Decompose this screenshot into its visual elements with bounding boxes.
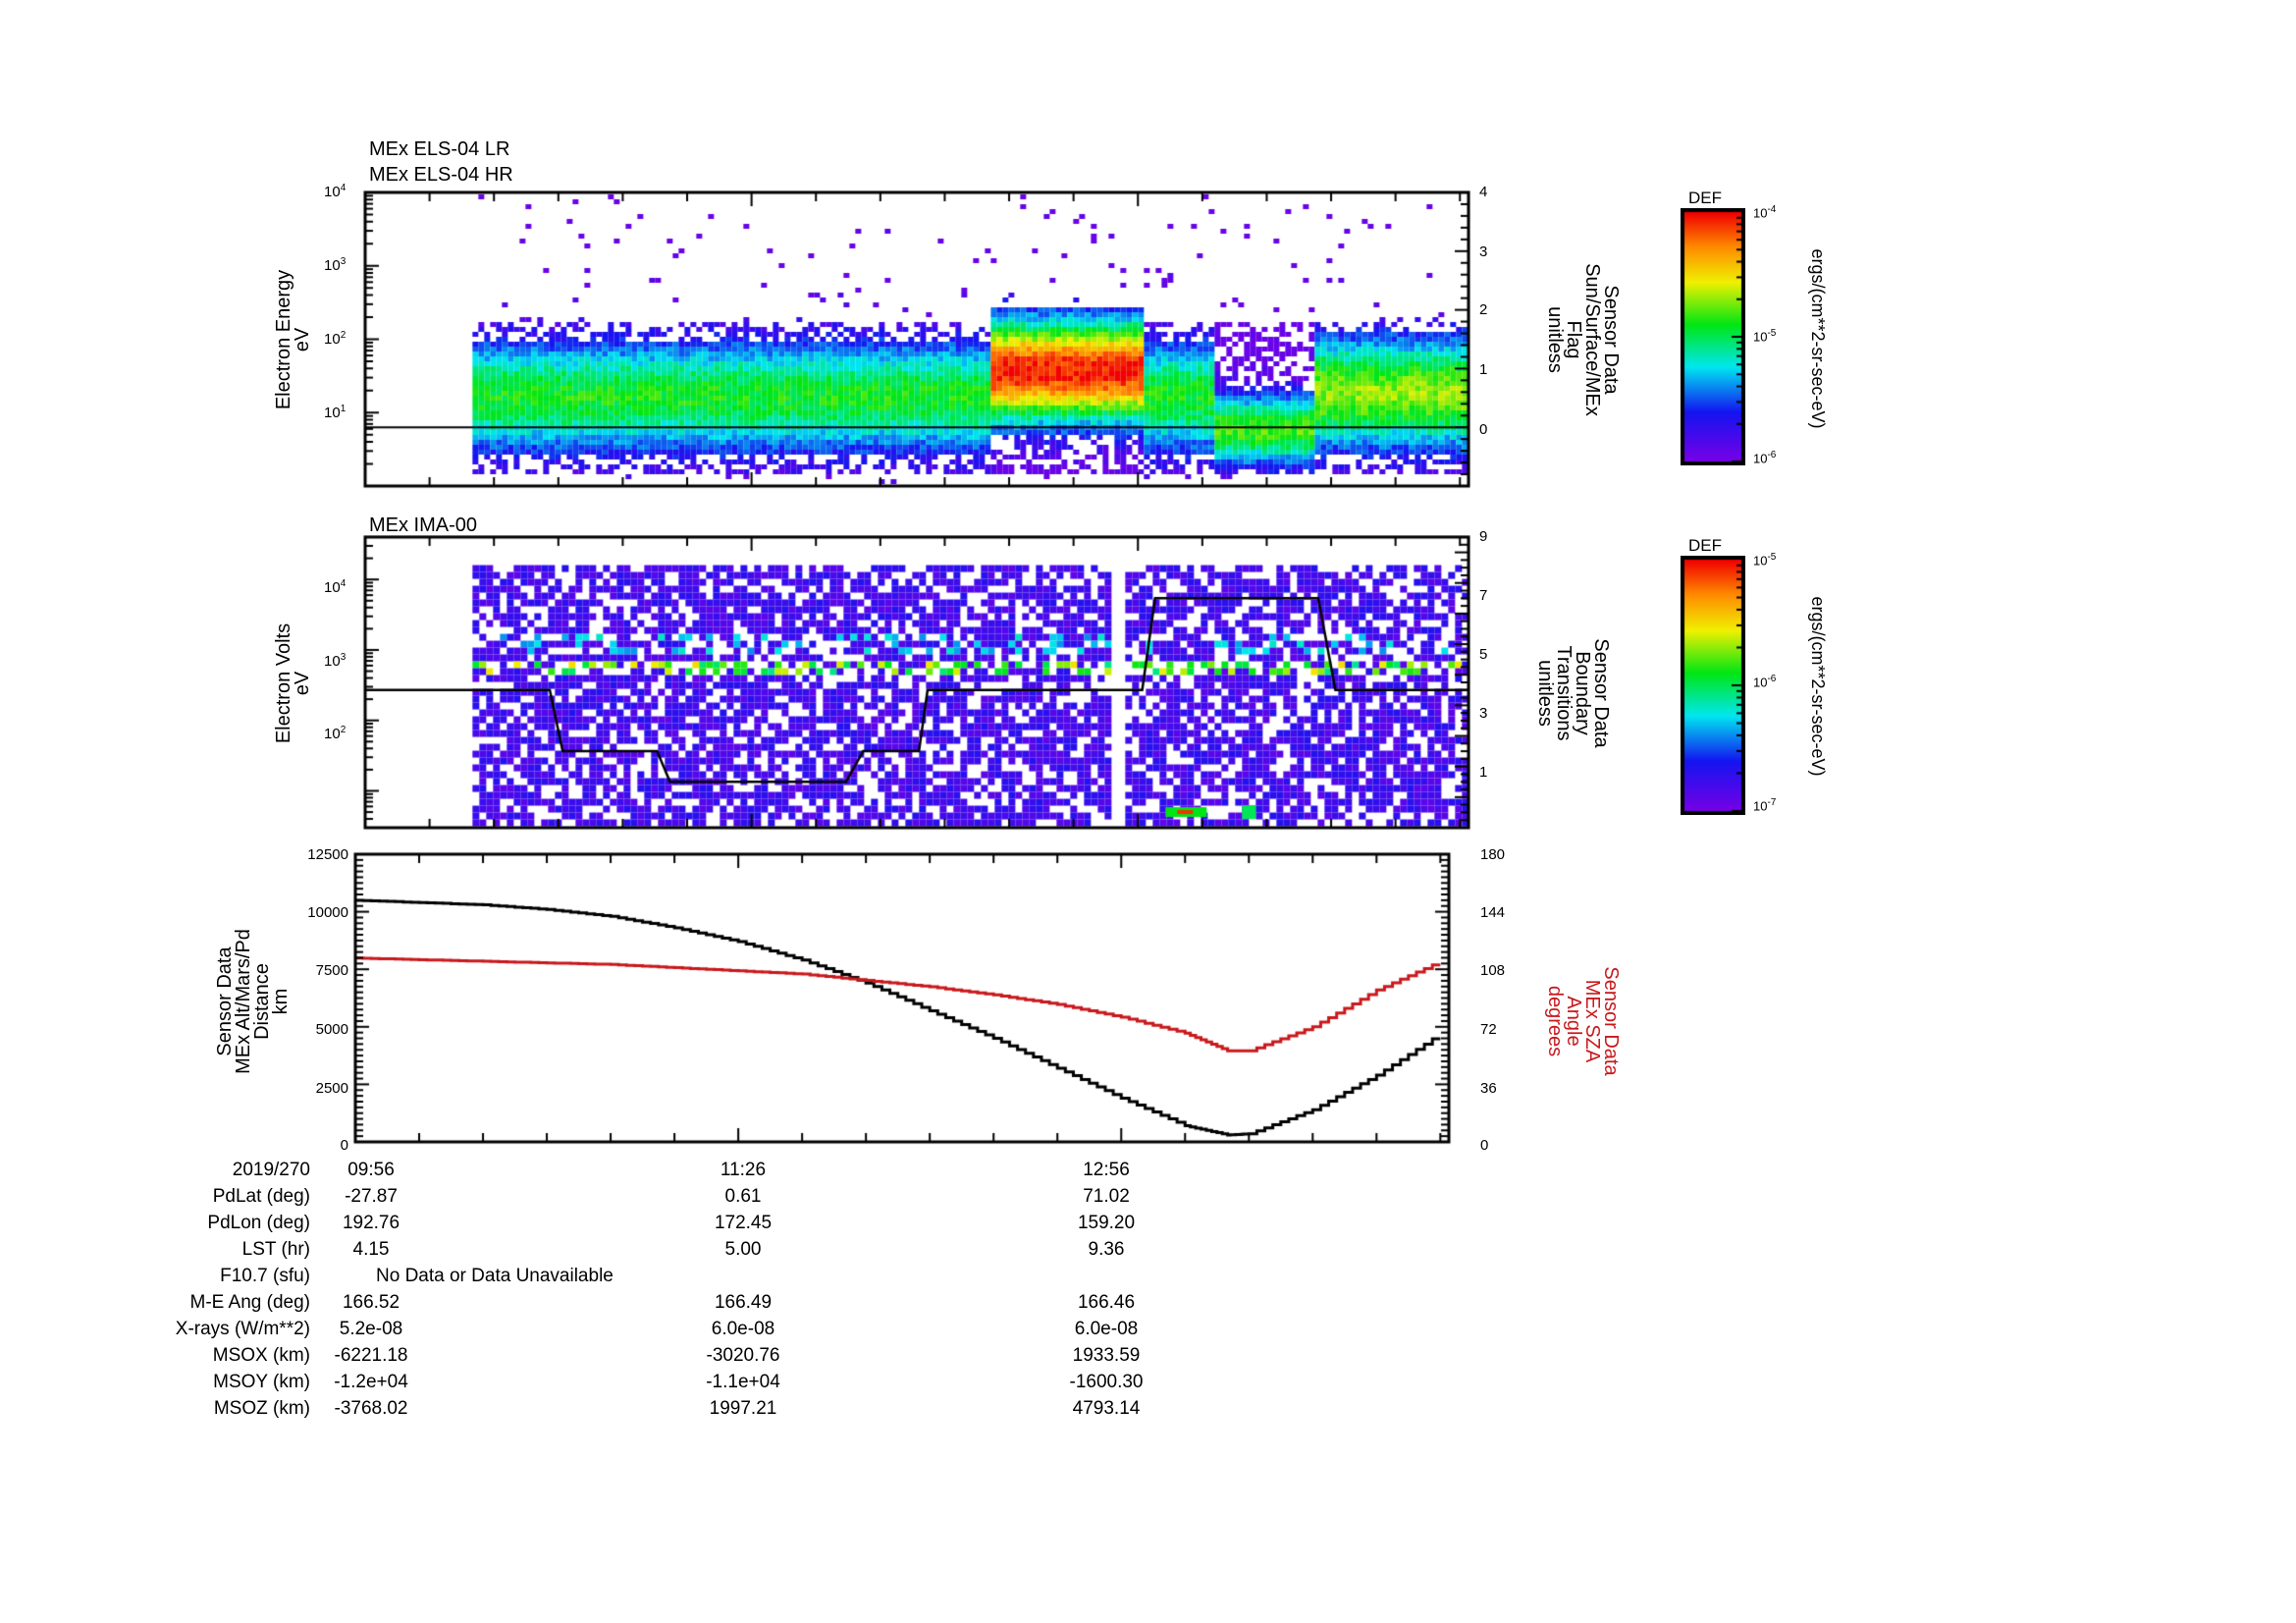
orbit-ltick-5000: 5000 — [315, 1021, 348, 1038]
info-row-label: PdLon (deg) — [207, 1213, 310, 1233]
ima-cbar-mid-label: 10-6 — [1753, 674, 1777, 690]
info-row-label: F10.7 (sfu) — [220, 1266, 310, 1286]
info-row-value: 71.02 — [1083, 1186, 1130, 1207]
orbit-ltick-7500: 7500 — [315, 962, 348, 979]
info-row-label: MSOX (km) — [212, 1345, 310, 1366]
info-row-value: 0.61 — [724, 1186, 762, 1207]
info-row-value: 1997.21 — [709, 1398, 777, 1419]
ima-cbar-bottom-label: 10-7 — [1753, 797, 1777, 814]
els-spectrogram — [361, 190, 1470, 489]
info-row-value: 9.36 — [1088, 1239, 1125, 1260]
ima-y-axis-label: Electron Volts eV — [273, 622, 313, 744]
info-row-value: 166.46 — [1077, 1292, 1136, 1313]
els-title-line1: MEx ELS-04 LR — [369, 138, 510, 160]
els-cbar-bottom-label: 10-6 — [1753, 450, 1777, 466]
orbit-ltick-12500: 12500 — [307, 846, 348, 863]
els-cbar-unit: ergs/(cm**2-sr-sec-eV) — [1808, 248, 1828, 429]
els-y-axis-label: Electron Energy eV — [273, 269, 313, 410]
orbit-rtick-144: 144 — [1480, 904, 1506, 921]
info-row-value: -1.1e+04 — [706, 1372, 780, 1392]
orbit-ltick-2500: 2500 — [315, 1080, 348, 1097]
orbit-right-axis-label: Sensor Data MEx SZA Angle degrees — [1544, 966, 1622, 1076]
info-row-label: X-rays (W/m**2) — [175, 1319, 310, 1339]
ima-ytick-1e4: 104 — [324, 578, 347, 596]
els-colorbar-title: DEF — [1688, 189, 1722, 207]
info-row-value: -6221.18 — [334, 1345, 408, 1366]
info-row-value: No Data or Data Unavailable — [376, 1266, 614, 1286]
ima-rtick-5: 5 — [1479, 646, 1488, 663]
els-rtick-4: 4 — [1479, 184, 1488, 200]
els-ytick-1e2: 102 — [324, 330, 347, 348]
info-row-value: -3768.02 — [334, 1398, 408, 1419]
time-label-1256: 12:56 — [1083, 1160, 1130, 1180]
els-colorbar — [1681, 208, 1745, 465]
time-label-1126: 11:26 — [720, 1160, 767, 1180]
info-row-value: 5.2e-08 — [339, 1319, 403, 1339]
ima-right-axis-label: Sensor Data Boundary Transitions unitles… — [1534, 638, 1612, 748]
ima-rtick-9: 9 — [1479, 528, 1488, 545]
orbit-rtick-180: 180 — [1480, 846, 1506, 863]
els-rtick-2: 2 — [1479, 301, 1488, 318]
info-row-value: -3020.76 — [706, 1345, 780, 1366]
info-row-value: 172.45 — [714, 1213, 773, 1233]
ima-colorbar — [1681, 556, 1745, 815]
orbit-rtick-0: 0 — [1480, 1137, 1489, 1154]
orbit-rtick-108: 108 — [1480, 962, 1506, 979]
els-right-axis-label: Sensor Data Sun/Surface/MEx Flag unitles… — [1544, 263, 1622, 416]
info-row-value: 166.49 — [714, 1292, 773, 1313]
ima-ytick-1e3: 103 — [324, 652, 347, 670]
info-row-value: -1600.30 — [1069, 1372, 1144, 1392]
orbit-ltick-10000: 10000 — [307, 904, 348, 921]
els-ytick-1e1: 101 — [324, 404, 347, 421]
ima-ytick-1e2: 102 — [324, 725, 347, 742]
ima-spectrogram — [361, 535, 1470, 832]
ima-cbar-unit: ergs/(cm**2-sr-sec-eV) — [1808, 596, 1828, 777]
ima-colorbar-title: DEF — [1688, 536, 1722, 555]
info-row-value: 166.52 — [342, 1292, 400, 1313]
date-label: 2019/270 — [232, 1160, 310, 1180]
info-row-label: LST (hr) — [241, 1239, 310, 1260]
info-row-label: PdLat (deg) — [212, 1186, 310, 1207]
info-row-value: 6.0e-08 — [1074, 1319, 1139, 1339]
els-ytick-1e4: 104 — [324, 183, 347, 200]
info-row-value: -1.2e+04 — [334, 1372, 408, 1392]
els-ytick-1e3: 103 — [324, 256, 347, 274]
ima-cbar-top-label: 10-5 — [1753, 552, 1777, 568]
els-cbar-top-label: 10-4 — [1753, 204, 1777, 221]
els-cbar-mid-label: 10-5 — [1753, 328, 1777, 345]
orbit-line-chart — [351, 850, 1470, 1155]
ima-rtick-3: 3 — [1479, 705, 1488, 722]
info-row-label: MSOY (km) — [213, 1372, 310, 1392]
info-row-label: M-E Ang (deg) — [189, 1292, 311, 1313]
info-row-value: -27.87 — [345, 1186, 398, 1207]
orbit-rtick-72: 72 — [1480, 1021, 1497, 1038]
orbit-rtick-36: 36 — [1480, 1080, 1497, 1097]
info-row-label: MSOZ (km) — [213, 1398, 310, 1419]
info-row-value: 1933.59 — [1072, 1345, 1141, 1366]
els-rtick-0: 0 — [1479, 421, 1488, 438]
orbit-left-axis-label: Sensor Data MEx Alt/Mars/Pd Distance km — [214, 929, 292, 1074]
orbit-ltick-0: 0 — [340, 1137, 348, 1154]
info-row-value: 5.00 — [724, 1239, 762, 1260]
els-rtick-1: 1 — [1479, 361, 1488, 378]
info-row-value: 159.20 — [1077, 1213, 1136, 1233]
info-row-value: 192.76 — [342, 1213, 400, 1233]
info-row-value: 6.0e-08 — [711, 1319, 775, 1339]
info-row-value: 4.15 — [352, 1239, 390, 1260]
info-row-value: 4793.14 — [1072, 1398, 1141, 1419]
els-title-line2: MEx ELS-04 HR — [369, 164, 513, 186]
ima-title: MEx IMA-00 — [369, 514, 478, 536]
els-rtick-3: 3 — [1479, 243, 1488, 260]
ima-rtick-1: 1 — [1479, 764, 1488, 781]
ima-rtick-7: 7 — [1479, 587, 1488, 604]
time-label-0956: 09:56 — [347, 1160, 395, 1180]
